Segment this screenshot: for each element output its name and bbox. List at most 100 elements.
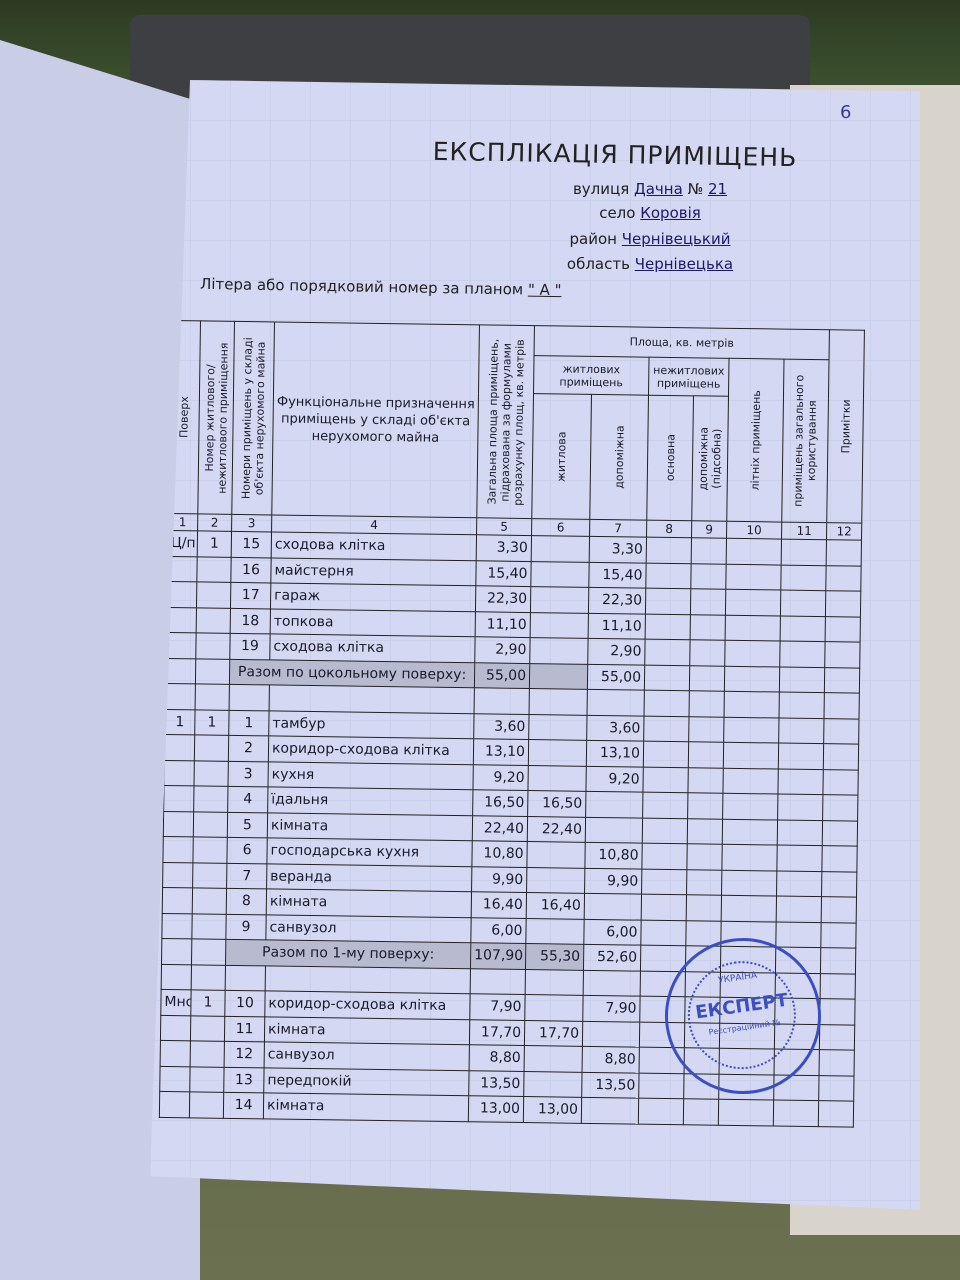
total-auxiliary: 55,00: [587, 663, 645, 691]
floor-cell: [161, 912, 193, 939]
empty-cell: [646, 537, 692, 564]
floor-cell: [162, 836, 194, 863]
empty-cell: [725, 614, 781, 642]
number-label: №: [687, 180, 704, 198]
purpose-cell: санвузол: [265, 914, 472, 943]
empty-cell: [780, 590, 826, 617]
room-no-cell: 14: [223, 1092, 264, 1119]
purpose-cell: тамбур: [268, 710, 475, 739]
total-living: 55,30: [525, 943, 584, 970]
header-common: приміщень загального користування: [781, 359, 830, 523]
total-area-cell: 3,30: [476, 534, 532, 562]
apt-no-cell: 1: [194, 709, 230, 736]
purpose-cell: кімната: [264, 1016, 470, 1045]
district-line: район Чернівецький: [350, 230, 920, 248]
auxiliary-area-cell: 6,00: [583, 918, 642, 946]
empty-cell: [822, 820, 858, 847]
empty-cell: [687, 767, 724, 794]
number-value: 21: [707, 180, 728, 198]
empty-cell: [644, 639, 691, 666]
empty-cell: [722, 793, 778, 820]
purpose-cell: господарська кухня: [266, 837, 473, 867]
empty-cell: [775, 921, 822, 948]
apt-no-cell: [190, 1040, 225, 1067]
purpose-cell: кімната: [267, 812, 473, 841]
floor-cell: [159, 1091, 190, 1118]
empty-cell: [820, 922, 857, 949]
empty-cell: [195, 683, 230, 710]
empty-cell: [725, 589, 781, 616]
empty-cell: [821, 896, 857, 923]
empty-cell: [687, 818, 723, 845]
living-area-cell: [524, 1045, 583, 1072]
empty-cell: [689, 665, 725, 692]
column-number: 11: [781, 522, 827, 540]
empty-cell: [724, 691, 780, 718]
empty-cell: [825, 565, 862, 592]
floor-cell: [160, 1040, 191, 1067]
auxiliary-area-cell: 8,80: [582, 1046, 640, 1073]
column-number: 2: [197, 513, 232, 532]
living-area-cell: 22,40: [527, 816, 586, 843]
apt-no-cell: [190, 1015, 225, 1042]
empty-cell: [265, 965, 471, 994]
empty-cell: [691, 537, 727, 564]
apt-no-cell: [193, 811, 228, 838]
empty-cell: [645, 613, 691, 640]
empty-cell: [690, 614, 726, 641]
living-area-cell: [530, 561, 590, 588]
apt-no-cell: 1: [190, 989, 226, 1016]
header-area-group: Площа, кв. метрів: [534, 325, 830, 360]
empty-cell: [640, 919, 687, 946]
empty-cell: [724, 640, 781, 667]
empty-cell: [824, 641, 861, 668]
empty-cell: [683, 1098, 719, 1125]
empty-cell: [645, 562, 692, 589]
floor-cell: [165, 632, 197, 659]
page-grid: [150, 80, 920, 1210]
total-area-cell: 11,10: [475, 611, 531, 638]
living-area-cell: [531, 535, 590, 562]
total-area-cell: 22,40: [472, 815, 528, 842]
header-notes: Примітки: [826, 329, 865, 524]
apt-no-cell: 1: [197, 530, 232, 557]
room-no-cell: 17: [230, 582, 271, 609]
floor-cell: [164, 759, 195, 786]
living-area-cell: [530, 586, 589, 613]
empty-cell: [641, 843, 688, 870]
empty-cell: [824, 692, 860, 719]
empty-cell: [780, 564, 827, 591]
apt-no-cell: [196, 581, 231, 608]
floor-cell: [160, 1014, 191, 1041]
purpose-cell: гараж: [270, 582, 476, 612]
empty-cell: [640, 945, 686, 972]
region-label: область: [566, 255, 630, 273]
empty-cell: [825, 616, 861, 643]
apt-no-cell: [192, 862, 227, 889]
empty-cell: [721, 869, 777, 897]
auxiliary-area-cell: [585, 816, 643, 844]
total-area-cell: 2,90: [474, 636, 531, 664]
village-label: село: [599, 204, 636, 222]
total-area-cell: 8,80: [469, 1044, 525, 1072]
street-label: вулиця: [572, 180, 630, 198]
empty-cell: [723, 742, 779, 769]
column-number: 6: [531, 518, 590, 537]
empty-cell: [826, 539, 862, 566]
empty-cell: [688, 716, 725, 743]
empty-cell: [529, 688, 588, 715]
auxiliary-area-cell: [585, 791, 643, 818]
empty-cell: [645, 588, 691, 615]
empty-cell: [722, 767, 779, 795]
empty-cell: [642, 792, 688, 819]
living-area-cell: 16,40: [526, 892, 585, 919]
auxiliary-area-cell: 15,40: [588, 561, 647, 589]
auxiliary-area-cell: 3,30: [589, 536, 647, 563]
empty-cell: [641, 868, 687, 895]
purpose-cell: коридор-сходова клітка: [264, 990, 471, 1020]
floor-cell: Мнс: [160, 989, 192, 1016]
purpose-cell: сходова клітка: [271, 531, 477, 561]
empty-cell: [643, 741, 689, 768]
floor-cell: [163, 810, 194, 837]
empty-cell: [644, 690, 690, 717]
